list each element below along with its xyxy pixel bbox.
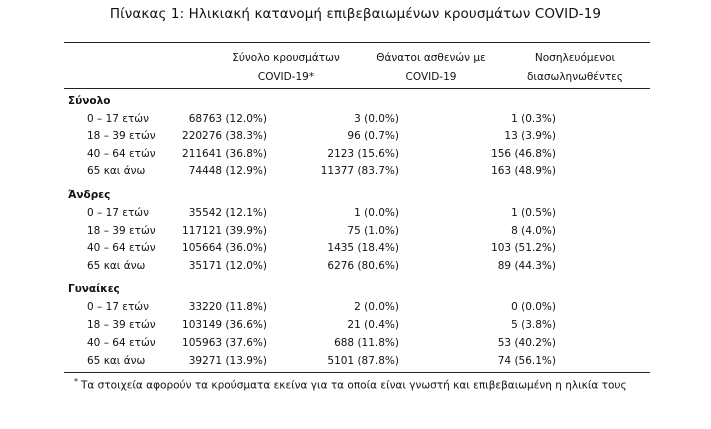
row-deaths: 11377 (83.7%) (320, 165, 399, 177)
row-cases: 39271 (13.9%) (188, 355, 267, 367)
row-age: 18 – 39 ετών (87, 319, 156, 331)
row-age: 65 και άνω (87, 260, 146, 272)
row-deaths: 1435 (18.4%) (327, 242, 399, 254)
row-intubated: 1 (0.3%) (511, 113, 556, 125)
header-deaths-line1: Θάνατοι ασθενών με (376, 52, 486, 64)
row-intubated: 5 (3.8%) (511, 319, 556, 331)
row-deaths: 6276 (80.6%) (327, 260, 399, 272)
row-intubated: 53 (40.2%) (497, 337, 556, 349)
row-cases: 211641 (36.8%) (182, 148, 267, 160)
header-intubated: Νοσηλευόμενοι διασωληνωθέντες (505, 49, 645, 87)
bottom-rule (64, 372, 650, 373)
row-intubated: 163 (48.9%) (491, 165, 556, 177)
header-cases-line1: Σύνολο κρουσμάτων (232, 52, 340, 64)
row-deaths: 3 (0.0%) (354, 113, 399, 125)
header-rule (64, 88, 650, 89)
row-deaths: 2 (0.0%) (354, 301, 399, 313)
header-deaths-line2: COVID-19 (405, 71, 457, 83)
row-cases: 35542 (12.1%) (188, 207, 267, 219)
row-age: 40 – 64 ετών (87, 148, 156, 160)
row-cases: 74448 (12.9%) (188, 165, 267, 177)
group-label-women: Γυναίκες (68, 283, 120, 295)
row-age: 18 – 39 ετών (87, 225, 156, 237)
row-cases: 220276 (38.3%) (182, 130, 267, 142)
row-deaths: 21 (0.4%) (347, 319, 399, 331)
row-deaths: 1 (0.0%) (354, 207, 399, 219)
row-deaths: 2123 (15.6%) (327, 148, 399, 160)
row-age: 65 και άνω (87, 355, 146, 367)
footnote: * Τα στοιχεία αφορούν τα κρούσματα εκείνα… (74, 377, 627, 392)
row-cases: 35171 (12.0%) (188, 260, 267, 272)
row-deaths: 688 (11.8%) (334, 337, 399, 349)
row-cases: 103149 (36.6%) (182, 319, 267, 331)
row-intubated: 0 (0.0%) (511, 301, 556, 313)
row-intubated: 74 (56.1%) (497, 355, 556, 367)
footnote-marker: * (74, 377, 78, 386)
row-age: 0 – 17 ετών (87, 301, 149, 313)
row-age: 18 – 39 ετών (87, 130, 156, 142)
top-rule (64, 42, 650, 43)
header-cases: Σύνολο κρουσμάτων COVID-19* (216, 49, 356, 87)
row-deaths: 75 (1.0%) (347, 225, 399, 237)
row-deaths: 5101 (87.8%) (327, 355, 399, 367)
header-intubated-line2: διασωληνωθέντες (527, 71, 623, 83)
row-intubated: 156 (46.8%) (491, 148, 556, 160)
row-intubated: 103 (51.2%) (491, 242, 556, 254)
row-intubated: 13 (3.9%) (504, 130, 556, 142)
row-age: 0 – 17 ετών (87, 113, 149, 125)
row-age: 65 και άνω (87, 165, 146, 177)
row-cases: 33220 (11.8%) (188, 301, 267, 313)
row-intubated: 89 (44.3%) (497, 260, 556, 272)
row-deaths: 96 (0.7%) (347, 130, 399, 142)
row-cases: 117121 (39.9%) (182, 225, 267, 237)
header-intubated-line1: Νοσηλευόμενοι (534, 52, 616, 64)
row-cases: 105664 (36.0%) (182, 242, 267, 254)
row-intubated: 1 (0.5%) (511, 207, 556, 219)
header-cases-line2: COVID-19* (257, 71, 315, 83)
row-age: 40 – 64 ετών (87, 242, 156, 254)
header-deaths: Θάνατοι ασθενών με COVID-19 (361, 49, 501, 87)
row-age: 40 – 64 ετών (87, 337, 156, 349)
row-cases: 68763 (12.0%) (188, 113, 267, 125)
group-label-men: Άνδρες (68, 189, 111, 201)
table-title: Πίνακας 1: Ηλικιακή κατανομή επιβεβαιωμέ… (109, 6, 602, 22)
row-age: 0 – 17 ετών (87, 207, 149, 219)
row-cases: 105963 (37.6%) (182, 337, 267, 349)
footnote-text: Τα στοιχεία αφορούν τα κρούσματα εκείνα … (81, 379, 627, 392)
row-intubated: 8 (4.0%) (511, 225, 556, 237)
group-label-total: Σύνολο (68, 95, 111, 107)
